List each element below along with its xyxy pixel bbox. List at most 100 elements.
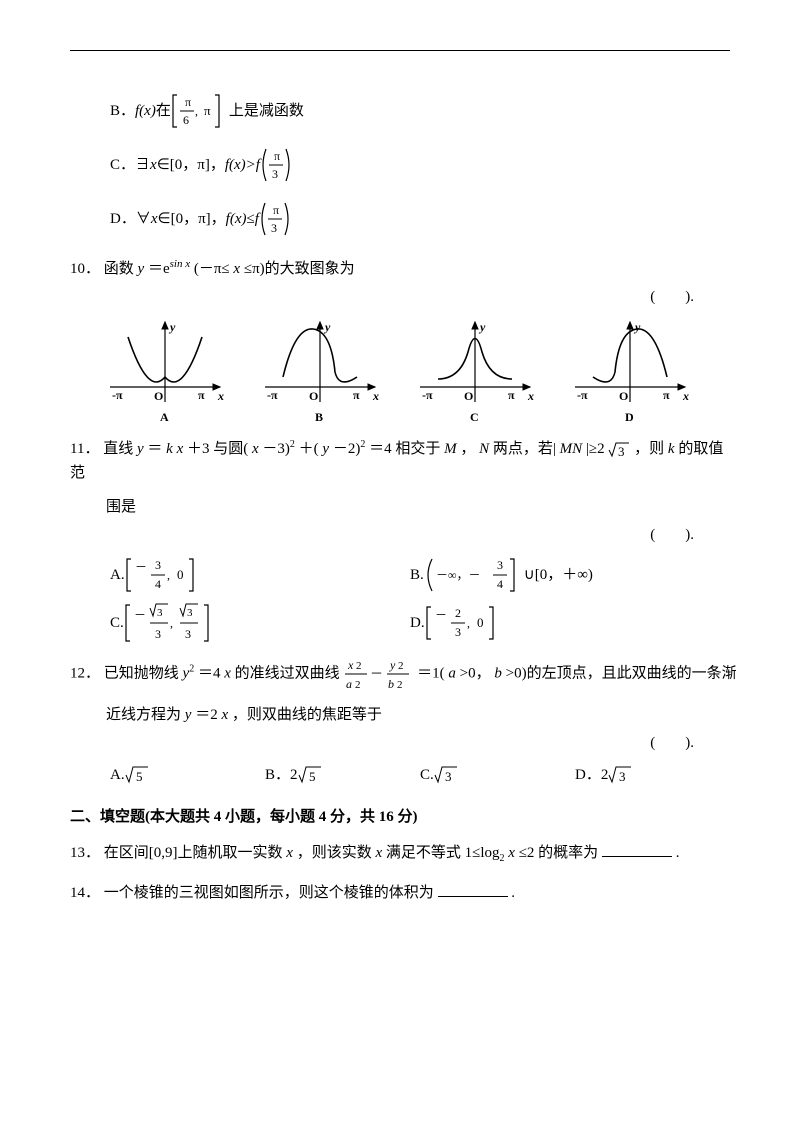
q11-optA-icon: － 3 4 , 0 [125, 555, 205, 595]
svg-text:5: 5 [136, 769, 143, 784]
q11-C: C. [110, 611, 124, 635]
q9c-x: x [150, 153, 157, 177]
q12-A: A. [110, 763, 125, 787]
svg-text:,: , [167, 568, 170, 582]
svg-text:π: π [274, 149, 280, 163]
svg-text:3: 3 [157, 607, 163, 619]
q12-x: x [224, 665, 231, 681]
q11-t7: 两点，若| [493, 441, 556, 457]
q10-sup: sin x [170, 258, 190, 270]
q13-x: x [286, 845, 293, 861]
q12-l2b: ，则双曲线的焦距等于 [232, 707, 382, 723]
paren-pi3-icon: π 3 [260, 145, 296, 185]
q9-option-d: D．∀ x ∈[0，π]， f(x)≤f π 3 [110, 199, 730, 239]
q11-t2: ＋3 与圆( [187, 441, 248, 457]
svg-text:2: 2 [455, 606, 461, 620]
q9d-fx: f(x)≤f [226, 207, 259, 231]
q11-sq2: 2 [360, 439, 365, 450]
svg-text:－: － [134, 608, 146, 622]
q11-M: M [444, 441, 457, 457]
svg-text:y: y [478, 320, 486, 334]
q10-paren: ( ). [70, 285, 730, 309]
q13-blank [602, 842, 672, 857]
q14-t1: 一个棱锥的三视图如图所示，则这个棱锥的体积为 [104, 885, 434, 901]
q12-num: 12． [70, 665, 100, 681]
q10-graphs: y x O -π π A y x O -π π B [90, 317, 710, 427]
svg-text:4: 4 [497, 577, 503, 591]
q12-B: B．2 [265, 763, 298, 787]
q12-eq: ＝2 [195, 707, 218, 723]
svg-text:6: 6 [183, 113, 189, 127]
q10-pre: 函数 [104, 261, 138, 277]
svg-text:3: 3 [272, 167, 278, 181]
q12-sq: 2 [189, 663, 194, 674]
section-2-title: 二、填空题(本大题共 4 小题，每小题 4 分，共 16 分) [70, 805, 730, 829]
svg-text:2: 2 [355, 679, 361, 691]
q11-D: D. [410, 611, 425, 635]
q13-x2: x [375, 845, 382, 861]
q12-hyperbola-icon: x2 a2 － y2 b2 [343, 655, 413, 693]
sqrt5-icon-2: 5 [298, 765, 322, 785]
q13-x3: x [508, 845, 515, 861]
q14-stem: 14． 一个棱锥的三视图如图所示，则这个棱锥的体积为 . [70, 881, 730, 905]
q12-line2: 近线方程为 y ＝2 x ，则双曲线的焦距等于 [106, 703, 730, 727]
svg-text:-π: -π [112, 388, 123, 402]
q12-t1: 已知抛物线 [104, 665, 183, 681]
q11-N: N [479, 441, 489, 457]
svg-text:y: y [389, 658, 396, 672]
svg-text:O: O [154, 389, 163, 403]
svg-text:y: y [323, 320, 331, 334]
svg-text:x: x [347, 658, 354, 672]
sqrt3-icon: 3 [608, 441, 630, 459]
q10-eq: ＝e [148, 261, 170, 277]
svg-text:3: 3 [155, 558, 161, 572]
svg-text:A: A [160, 410, 169, 424]
svg-text:D: D [625, 410, 634, 424]
svg-text:-π: -π [267, 388, 278, 402]
q11-A: A. [110, 563, 125, 587]
svg-text:－: － [435, 608, 447, 622]
q9d-pre: D．∀ [110, 207, 151, 231]
q12-y2: y [185, 707, 192, 723]
svg-text:B: B [315, 410, 323, 424]
q9-option-c: C．∃ x ∈[0，π]， f(x)>f π 3 [110, 145, 730, 185]
svg-text:-π: -π [422, 388, 433, 402]
svg-text:3: 3 [618, 444, 625, 459]
svg-text:2: 2 [398, 660, 404, 672]
q9c-fx: f(x)>f [225, 153, 260, 177]
q11-eq: ＝ [147, 441, 162, 457]
q11-row2: C. － 3 3 , 3 3 D. － 2 [110, 601, 730, 645]
svg-text:5: 5 [309, 769, 316, 784]
svg-text:O: O [464, 389, 473, 403]
svg-text:y: y [168, 320, 176, 334]
q14-blank [438, 882, 508, 897]
q11-t8: |≥2 [586, 441, 605, 457]
q11-t1: 直线 [103, 441, 137, 457]
q12-stem: 12． 已知抛物线 y2 ＝4 x 的准线过双曲线 x2 a2 － y2 b2 … [70, 655, 730, 693]
q12-t3: 的准线过双曲线 [235, 665, 340, 681]
svg-text:3: 3 [155, 627, 161, 641]
q13-sub: 2 [500, 853, 505, 864]
svg-text:－∞，－: －∞，－ [436, 568, 481, 582]
svg-text:－: － [135, 560, 147, 574]
q11-Btail: ∪[0，＋∞) [524, 563, 593, 587]
q11-t6: ＝4 相交于 [369, 441, 444, 457]
q12-opts: A. 5 B．2 5 C. 3 D．2 3 [110, 763, 730, 787]
svg-text:y: y [633, 320, 641, 334]
q9-option-b: B． f(x) 在 π 6 , π 上是减函数 [110, 91, 730, 131]
sqrt3-icon-2: 3 [434, 765, 458, 785]
svg-text:C: C [470, 410, 479, 424]
q11-num: 11． [70, 441, 99, 457]
svg-text:x: x [682, 389, 689, 403]
q11-line2: 围是 [106, 495, 730, 519]
q12-a: a [448, 665, 456, 681]
q10-range2: ≤π)的大致图象为 [244, 261, 355, 277]
svg-text:4: 4 [155, 577, 161, 591]
svg-text:π: π [353, 388, 360, 402]
svg-text:O: O [619, 389, 628, 403]
q13-t3: 满足不等式 1≤log [386, 845, 500, 861]
svg-text:0: 0 [477, 615, 484, 630]
svg-text:2: 2 [356, 660, 362, 672]
q14-num: 14． [70, 885, 100, 901]
svg-text:π: π [273, 203, 279, 217]
